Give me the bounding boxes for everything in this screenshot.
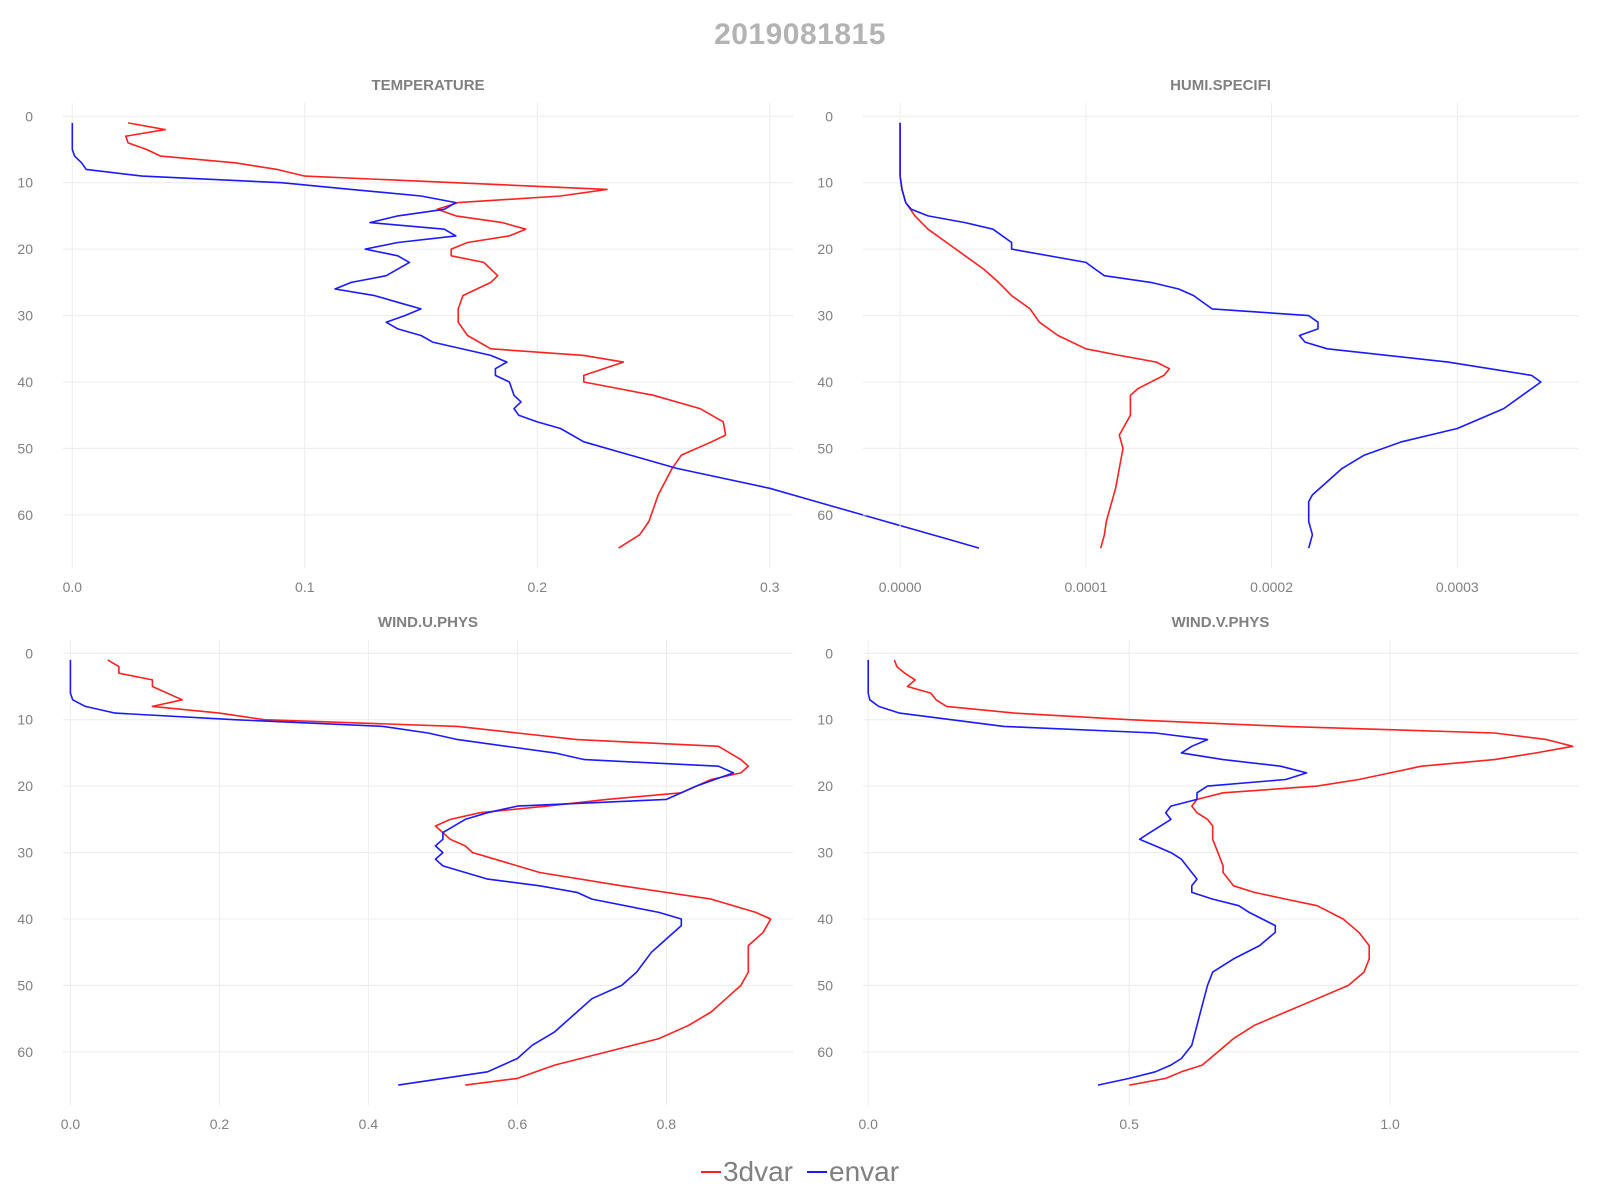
panel-humi-specifi: HUMI.SPECIFI 0.0000 0.0001 0.0002 0.0003 0 10 2… — [817, 77, 1578, 595]
legend-item-3dvar: 3dvar — [700, 1156, 793, 1188]
y-tick-label: 20 — [17, 778, 33, 794]
x-tick-label: 0.0 — [61, 1116, 81, 1132]
y-tick-label: 30 — [817, 845, 833, 861]
y-tick-label: 0 — [25, 645, 33, 661]
y-tick-label: 0 — [25, 108, 33, 124]
series-line-envar — [867, 659, 1308, 1086]
panel-title: WIND.V.PHYS — [1172, 614, 1270, 631]
x-tick-label: 0.0001 — [1064, 579, 1107, 595]
y-tick-label: 10 — [17, 175, 33, 191]
series-line-envar — [71, 122, 980, 549]
x-tick-label: 0.0003 — [1436, 579, 1479, 595]
y-tick-label: 50 — [817, 440, 833, 456]
series-line-3dvar — [125, 122, 727, 549]
x-tick-label: 0.4 — [359, 1116, 379, 1132]
panel-title: HUMI.SPECIFI — [1170, 77, 1271, 94]
x-tick-label: 0.2 — [528, 579, 548, 595]
y-tick-label: 30 — [17, 308, 33, 324]
y-tick-label: 40 — [817, 911, 833, 927]
series-line-envar — [69, 659, 735, 1086]
y-tick-label: 30 — [17, 845, 33, 861]
y-tick-label: 60 — [817, 507, 833, 523]
x-tick-label: 0.2 — [210, 1116, 230, 1132]
x-tick-label: 0.5 — [1119, 1116, 1139, 1132]
y-tick-label: 20 — [817, 241, 833, 257]
legend-label-envar: envar — [829, 1156, 900, 1187]
x-tick-label: 0.0000 — [879, 579, 922, 595]
y-tick-label: 60 — [817, 1044, 833, 1060]
y-tick-label: 10 — [817, 175, 833, 191]
legend-key-envar — [807, 1171, 827, 1173]
panel-temperature: TEMPERATURE 0.0 0.1 0.2 0.3 0 10 20 30 40 50 60 — [17, 77, 980, 595]
y-tick-label: 60 — [17, 1044, 33, 1060]
y-tick-label: 0 — [825, 645, 833, 661]
y-tick-label: 50 — [17, 977, 33, 993]
y-tick-label: 50 — [17, 440, 33, 456]
x-tick-label: 0.0 — [63, 579, 83, 595]
legend-key-3dvar — [700, 1171, 721, 1173]
y-tick-label: 10 — [817, 712, 833, 728]
x-tick-label: 0.0002 — [1250, 579, 1293, 595]
series-line-3dvar — [899, 122, 1171, 549]
panel-wind-u-phys: WIND.U.PHYS 0.0 0.2 0.4 0.6 0.8 0 10 20 30 40 50 60 — [17, 614, 793, 1132]
panel-title: TEMPERATURE — [371, 77, 484, 94]
y-tick-label: 50 — [817, 977, 833, 993]
x-tick-label: 0.3 — [760, 579, 780, 595]
y-tick-label: 60 — [17, 507, 33, 523]
y-tick-label: 30 — [817, 308, 833, 324]
y-tick-label: 20 — [17, 241, 33, 257]
x-tick-label: 0.6 — [508, 1116, 528, 1132]
y-tick-label: 40 — [17, 374, 33, 390]
y-tick-label: 0 — [825, 108, 833, 124]
legend-label-3dvar: 3dvar — [722, 1156, 793, 1187]
panel-title: WIND.U.PHYS — [378, 614, 478, 631]
legend-item-envar: envar — [807, 1156, 899, 1188]
x-tick-label: 1.0 — [1380, 1116, 1400, 1132]
series-line-envar — [899, 122, 1542, 549]
x-tick-label: 0.0 — [858, 1116, 878, 1132]
series-line-3dvar — [107, 659, 772, 1086]
panel-wind-v-phys: WIND.V.PHYS 0.0 0.5 1.0 0 10 20 30 40 50 60 — [817, 614, 1578, 1132]
figure-title: 2019081815 — [714, 18, 886, 51]
legend: 3dvar envar — [0, 1150, 1600, 1194]
y-tick-label: 40 — [817, 374, 833, 390]
y-tick-label: 20 — [817, 778, 833, 794]
x-tick-label: 0.1 — [295, 579, 315, 595]
x-tick-label: 0.8 — [657, 1116, 677, 1132]
series-line-3dvar — [893, 659, 1574, 1086]
y-tick-label: 40 — [17, 911, 33, 927]
y-tick-label: 10 — [17, 712, 33, 728]
